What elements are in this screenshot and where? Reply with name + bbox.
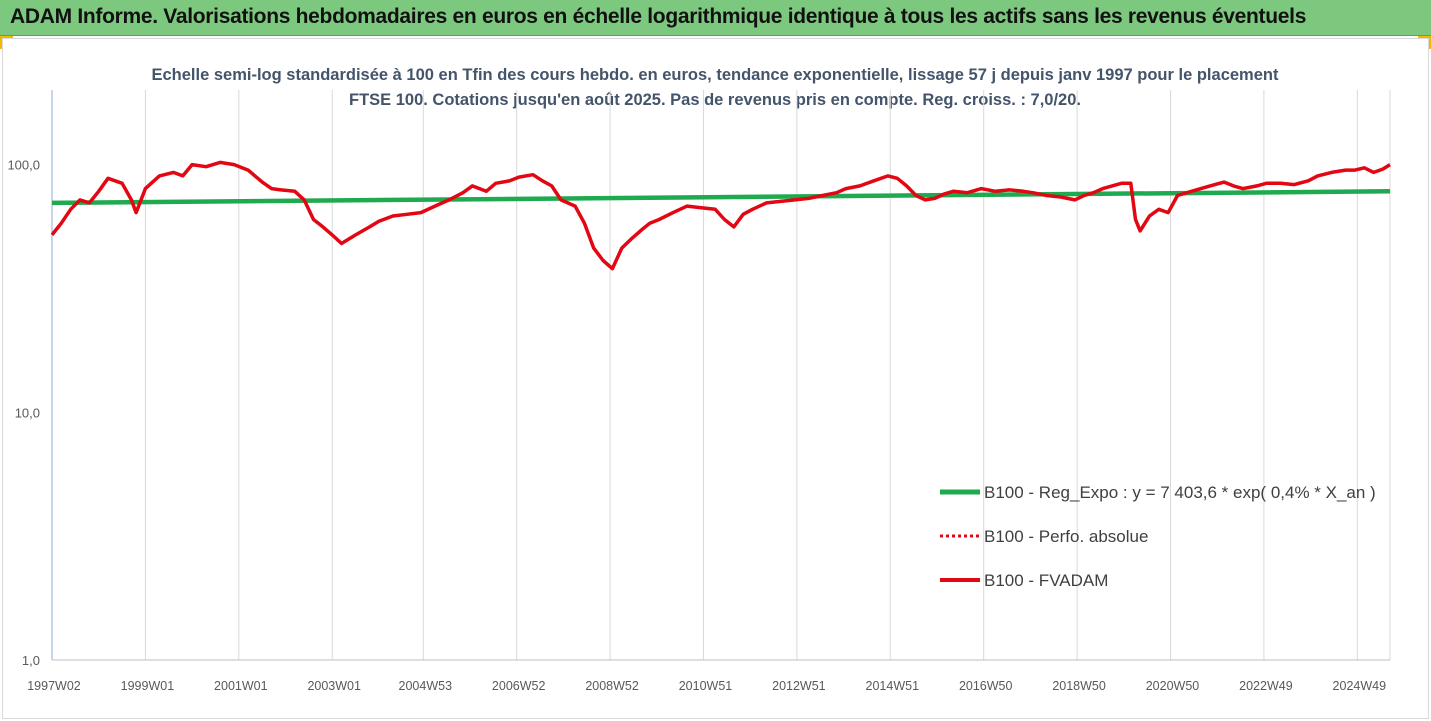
axes (51, 90, 1390, 661)
x-axis-ticks: 1997W02 1999W01 2001W01 2003W01 2004W53 2006W… (27, 679, 1386, 693)
x-tick-label: 2006W52 (492, 679, 546, 693)
series-line-2 (50, 160, 1391, 271)
x-tick-label: 2022W49 (1239, 679, 1293, 693)
y-tick-label: 10,0 (15, 405, 40, 420)
legend-label-2: B100 - FVADAM (984, 571, 1108, 590)
x-tick-label: 2020W50 (1146, 679, 1200, 693)
x-tick-label: 2024W49 (1333, 679, 1387, 693)
legend-label-1: B100 - Perfo. absolue (984, 527, 1148, 546)
x-tick-label: 2004W53 (399, 679, 453, 693)
x-tick-label: 2003W01 (307, 679, 361, 693)
corner-marker-right (1418, 36, 1431, 49)
series-lines (50, 160, 1391, 271)
y-tick-label: 1,0 (22, 653, 40, 668)
x-tick-label: 2018W50 (1052, 679, 1106, 693)
y-tick-label: 100,0 (7, 158, 40, 173)
chart-title: Echelle semi-log standardisée à 100 en T… (151, 66, 1279, 109)
x-tick-label: 2008W52 (585, 679, 639, 693)
series-line-0 (51, 189, 1391, 206)
chart-frame (2, 38, 1429, 719)
x-tick-label: 1999W01 (121, 679, 175, 693)
report-title: ADAM Informe. Valorisations hebdomadaire… (10, 5, 1307, 28)
x-tick-label: 1997W02 (27, 679, 81, 693)
legend-label-0: B100 - Reg_Expo : y = 7 403,6 * exp( 0,4… (984, 483, 1376, 502)
legend: B100 - Reg_Expo : y = 7 403,6 * exp( 0,4… (940, 483, 1376, 590)
report-banner: ADAM Informe. Valorisations hebdomadaire… (0, 0, 1431, 36)
y-axis-ticks: 1,0 10,0 100,0 (7, 158, 40, 668)
x-tick-label: 2014W51 (866, 679, 920, 693)
x-tick-label: 2001W01 (214, 679, 268, 693)
x-tick-label: 2010W51 (679, 679, 733, 693)
corner-marker-left (0, 36, 13, 49)
grid-lines (144, 90, 1391, 660)
x-tick-label: 2012W51 (772, 679, 826, 693)
x-tick-label: 2016W50 (959, 679, 1013, 693)
